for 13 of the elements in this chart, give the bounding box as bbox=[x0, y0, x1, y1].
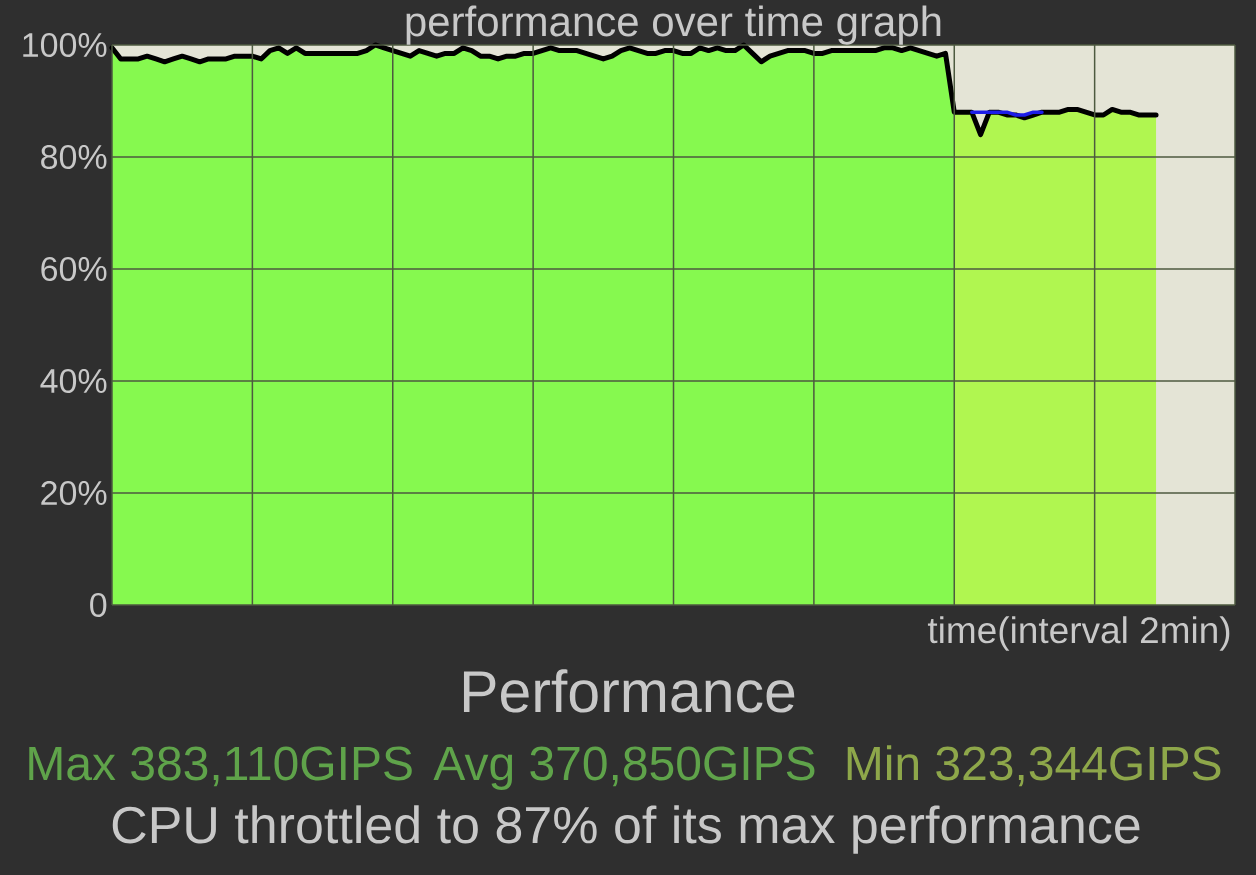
y-tick-label: 80% bbox=[41, 144, 107, 170]
x-axis-title: time(interval 2min) bbox=[927, 616, 1230, 651]
text: Max 383,110GIPS bbox=[29, 746, 412, 787]
text: Avg 370,850GIPS bbox=[433, 746, 815, 790]
y-tick-label: 60% bbox=[41, 256, 107, 282]
text: CPU throttled to 87% of its max performance bbox=[112, 805, 1140, 854]
y-tick-label: 40% bbox=[40, 368, 107, 394]
y-tick-label: 20% bbox=[41, 480, 107, 506]
chart-title: performance over time graph bbox=[406, 5, 941, 45]
y-tick-label: 100% bbox=[23, 32, 107, 58]
text: Performance bbox=[463, 669, 795, 713]
y-tick-label: 0 bbox=[90, 592, 107, 618]
text: Min 323,344GIPS bbox=[847, 745, 1221, 787]
